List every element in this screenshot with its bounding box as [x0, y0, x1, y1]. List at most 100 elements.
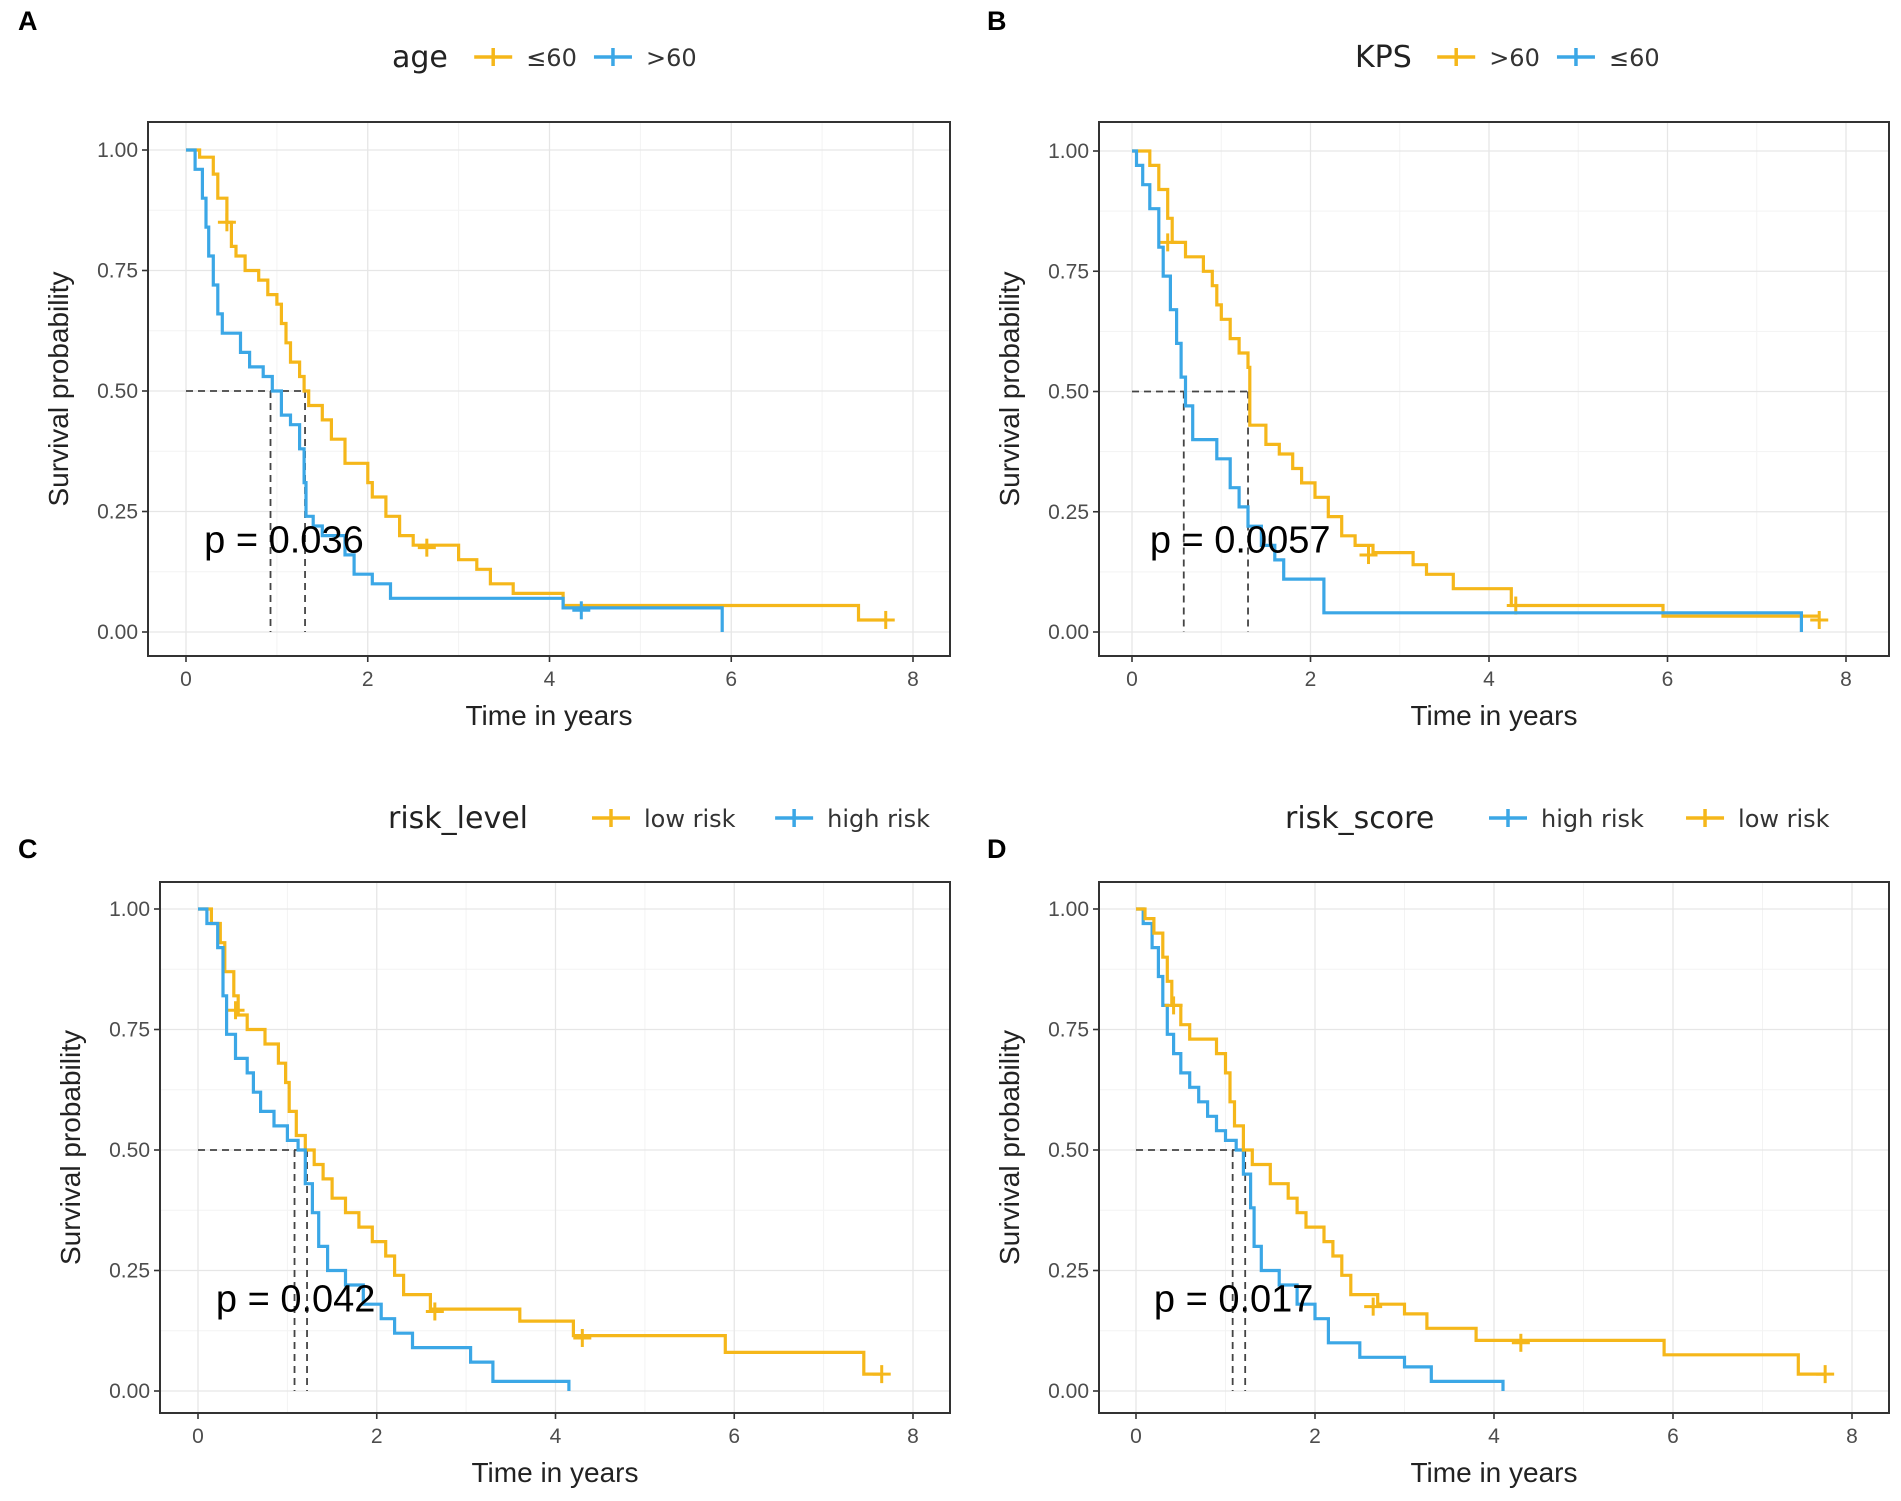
legend-title: KPS	[1355, 40, 1412, 75]
x-tick-label: 2	[362, 668, 374, 691]
x-tick-label: 6	[728, 1425, 740, 1448]
y-tick-label: 0.00	[109, 1380, 150, 1403]
p-value: p = 0.036	[204, 519, 364, 561]
x-axis-title: Time in years	[1410, 700, 1577, 731]
p-value: p = 0.017	[1154, 1278, 1314, 1320]
censor-mark	[217, 213, 236, 232]
censor-mark	[1164, 996, 1183, 1015]
median-lines	[1136, 1149, 1247, 1391]
panel-letter: A	[18, 6, 38, 36]
censor-mark	[1511, 1333, 1530, 1352]
x-tick-label: 6	[1662, 668, 1674, 691]
gridlines	[1099, 882, 1889, 1413]
survival-curve--60	[1132, 149, 1820, 618]
y-tick-label: 0.25	[1048, 1260, 1089, 1283]
legend-title: risk_level	[388, 801, 528, 836]
x-tick-label: 8	[1840, 668, 1852, 691]
panel-B: B KPS >60 ≤60 p = 0.0057 0.00 0.25 0.50 0.75 1.00…	[987, 6, 1890, 731]
y-tick-label: 0.50	[1048, 1139, 1089, 1162]
censor-mark	[1359, 546, 1378, 565]
y-tick-label: 0.50	[109, 1139, 150, 1162]
y-tick-label: 0.25	[1048, 501, 1089, 524]
legend-label: >60	[646, 44, 697, 72]
p-value: p = 0.0057	[1150, 520, 1331, 562]
legend: risk_score high risk low risk	[1285, 801, 1830, 836]
y-tick-label: 0.75	[109, 1019, 150, 1042]
panel-letter: B	[987, 6, 1007, 36]
x-axis-title: Time in years	[1410, 1457, 1577, 1488]
x-axis-title: Time in years	[465, 700, 632, 731]
y-tick-label: 1.00	[109, 898, 150, 921]
x-axis-title: Time in years	[471, 1457, 638, 1488]
plot-frame	[1098, 121, 1890, 657]
legend: risk_level low risk high risk	[388, 801, 930, 836]
y-tick-label: 0.25	[97, 501, 138, 524]
legend-label: low risk	[1738, 805, 1830, 833]
y-tick-label: 0.50	[97, 380, 138, 403]
censor-mark	[425, 1302, 444, 1321]
survival-curve--60	[1132, 149, 1803, 632]
survival-curve--60	[186, 148, 886, 622]
gridlines	[1099, 122, 1889, 656]
y-tick-label: 0.00	[1048, 1380, 1089, 1403]
legend: KPS >60 ≤60	[1355, 40, 1660, 75]
y-tick-label: 0.00	[1048, 621, 1089, 644]
legend-title: age	[392, 40, 448, 75]
x-tick-label: 2	[1309, 1425, 1321, 1448]
censor-mark	[1816, 1365, 1835, 1384]
y-tick-label: 0.75	[1048, 260, 1089, 283]
legend-label: low risk	[644, 805, 736, 833]
x-tick-label: 2	[371, 1425, 383, 1448]
censor-mark	[417, 538, 436, 557]
x-tick-label: 0	[180, 668, 192, 691]
x-tick-label: 0	[1126, 668, 1138, 691]
survival-curve-high-risk	[198, 907, 571, 1391]
x-tick-label: 4	[550, 1425, 562, 1448]
survival-curve-high-risk	[1136, 907, 1505, 1391]
legend-label: high risk	[1541, 805, 1644, 833]
panel-letter: C	[18, 834, 38, 864]
y-axis-title: Survival probability	[43, 272, 74, 507]
gridlines	[160, 882, 950, 1413]
legend-label: high risk	[827, 805, 930, 833]
y-tick-label: 0.75	[1048, 1019, 1089, 1042]
panel-letter: D	[987, 834, 1007, 864]
y-tick-label: 0.50	[1048, 381, 1089, 404]
plot-background	[1099, 122, 1889, 656]
x-tick-label: 6	[1667, 1425, 1679, 1448]
y-tick-label: 0.25	[109, 1260, 150, 1283]
censor-mark	[876, 610, 895, 629]
censor-mark	[1364, 1297, 1383, 1316]
x-tick-label: 0	[1130, 1425, 1142, 1448]
x-tick-label: 8	[907, 1425, 919, 1448]
x-tick-label: 8	[907, 668, 919, 691]
censor-mark	[572, 601, 591, 620]
x-tick-label: 8	[1846, 1425, 1858, 1448]
x-tick-label: 4	[1488, 1425, 1500, 1448]
censor-mark	[226, 1001, 245, 1020]
censor-mark	[1158, 233, 1177, 252]
x-tick-label: 4	[1483, 668, 1495, 691]
p-value: p = 0.042	[216, 1278, 376, 1320]
legend: age ≤60 >60	[392, 40, 697, 75]
survival-curve-low-risk	[198, 907, 882, 1376]
y-axis-title: Survival probability	[994, 272, 1025, 507]
x-tick-label: 6	[725, 668, 737, 691]
y-axis-title: Survival probability	[994, 1030, 1025, 1265]
y-tick-label: 0.00	[97, 621, 138, 644]
survival-curve--60	[186, 148, 724, 632]
survival-curve-low-risk	[1136, 907, 1826, 1376]
y-tick-label: 1.00	[97, 139, 138, 162]
censor-mark	[1810, 610, 1829, 629]
gridlines	[148, 122, 950, 656]
x-tick-label: 0	[192, 1425, 204, 1448]
y-tick-label: 0.75	[97, 260, 138, 283]
x-tick-label: 4	[544, 668, 556, 691]
legend-label: >60	[1489, 44, 1540, 72]
y-tick-label: 1.00	[1048, 898, 1089, 921]
y-axis-title: Survival probability	[55, 1030, 86, 1265]
censor-mark	[872, 1365, 891, 1384]
